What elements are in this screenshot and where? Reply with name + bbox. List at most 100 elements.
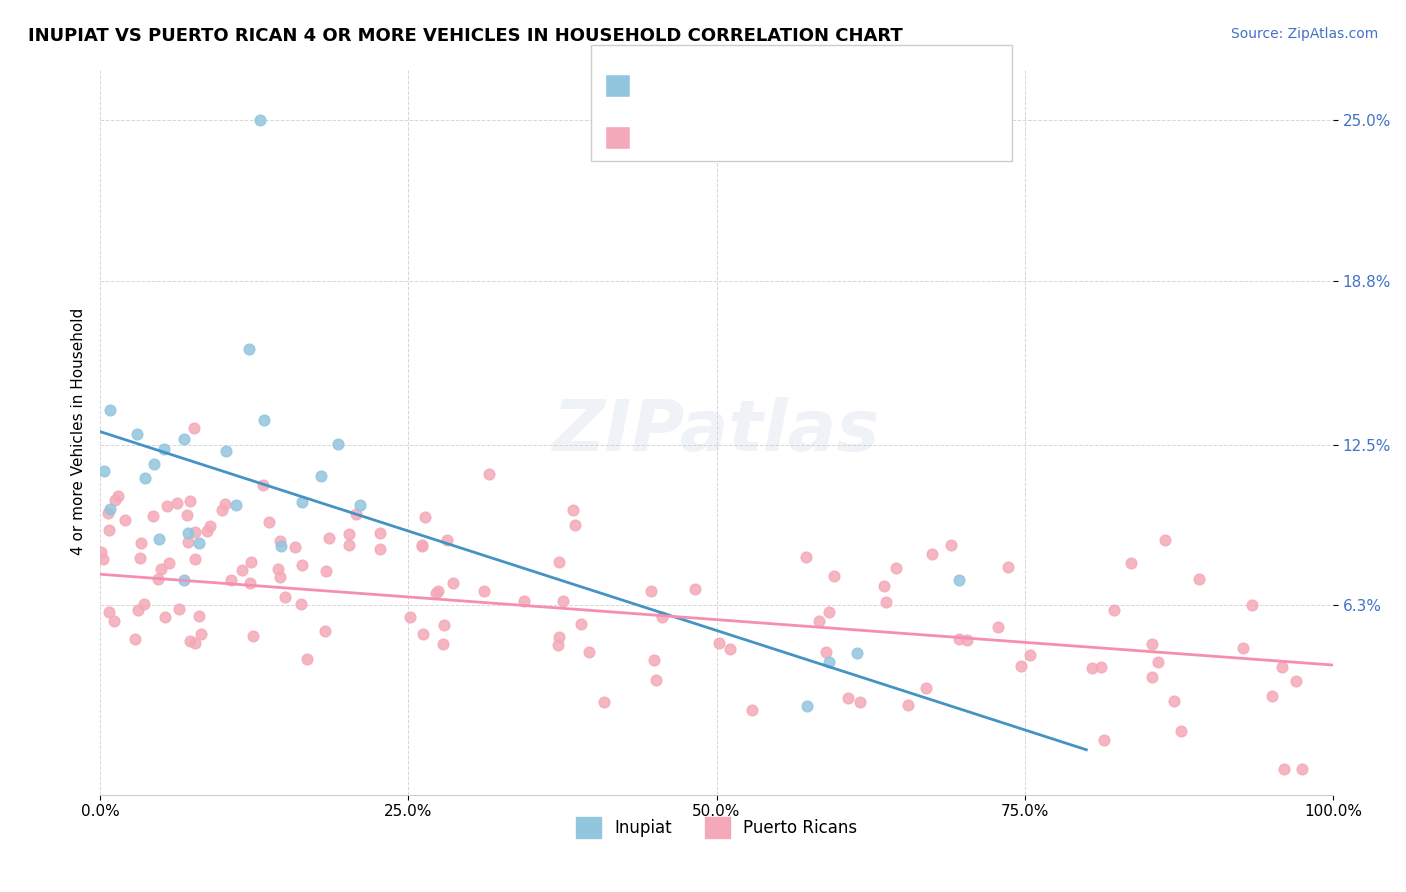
Point: [124, 632, 146, 647]
Point: [948, 573, 970, 587]
Point: [225, 498, 247, 512]
Point: [166, 496, 188, 510]
Point: [1140, 637, 1163, 651]
Point: [569, 617, 592, 632]
Point: [157, 556, 180, 570]
Point: [551, 594, 574, 608]
Point: [267, 562, 290, 576]
Point: [91, 552, 114, 566]
Point: [90, 545, 112, 559]
Point: [875, 595, 897, 609]
Point: [188, 535, 211, 549]
Point: [176, 508, 198, 522]
Point: [741, 702, 763, 716]
Point: [190, 627, 212, 641]
Point: [179, 633, 201, 648]
Point: [987, 620, 1010, 634]
Point: [142, 508, 165, 523]
Point: [97, 506, 120, 520]
Point: [183, 421, 205, 435]
Point: [1272, 762, 1295, 776]
Point: [93, 465, 115, 479]
Point: [98, 523, 121, 537]
Point: [188, 608, 211, 623]
Point: [846, 646, 869, 660]
Point: [941, 538, 963, 552]
Point: [239, 555, 262, 569]
Point: [129, 550, 152, 565]
Point: [1291, 762, 1313, 776]
Point: [127, 603, 149, 617]
Point: [1102, 603, 1125, 617]
Y-axis label: 4 or more Vehicles in Household: 4 or more Vehicles in Household: [72, 308, 86, 555]
Point: [1081, 660, 1104, 674]
Point: [107, 489, 129, 503]
Point: [153, 442, 176, 456]
Point: [239, 575, 262, 590]
Point: [274, 590, 297, 604]
Point: [593, 695, 616, 709]
Point: [184, 636, 207, 650]
Point: [1140, 670, 1163, 684]
Point: [295, 651, 318, 665]
Point: [231, 563, 253, 577]
Point: [873, 580, 896, 594]
Point: [914, 681, 936, 695]
Point: [238, 342, 260, 356]
Point: [1010, 658, 1032, 673]
Text: INUPIAT VS PUERTO RICAN 4 OR MORE VEHICLES IN HOUSEHOLD CORRELATION CHART: INUPIAT VS PUERTO RICAN 4 OR MORE VEHICL…: [28, 27, 903, 45]
Point: [184, 525, 207, 540]
Point: [368, 542, 391, 557]
Point: [512, 593, 534, 607]
Point: [547, 638, 569, 652]
Point: [179, 494, 201, 508]
Text: ZIPatlas: ZIPatlas: [553, 397, 880, 467]
Point: [814, 644, 837, 658]
Point: [249, 113, 271, 128]
Point: [478, 467, 501, 482]
Point: [148, 572, 170, 586]
Point: [114, 513, 136, 527]
Point: [564, 518, 586, 533]
Point: [269, 570, 291, 584]
Point: [270, 539, 292, 553]
Text: R = -0.639   N =  26: R = -0.639 N = 26: [641, 79, 841, 97]
Point: [718, 641, 741, 656]
Point: [547, 555, 569, 569]
Point: [1163, 694, 1185, 708]
Point: [643, 653, 665, 667]
Point: [291, 495, 314, 509]
Point: [427, 583, 450, 598]
Point: [897, 698, 920, 713]
Point: [884, 561, 907, 575]
Point: [142, 457, 165, 471]
Text: R = -0.270   N = 129: R = -0.270 N = 129: [641, 132, 841, 150]
Point: [173, 573, 195, 587]
Point: [211, 502, 233, 516]
Point: [948, 632, 970, 647]
Point: [441, 575, 464, 590]
Point: [1170, 723, 1192, 738]
Point: [685, 582, 707, 596]
Point: [269, 534, 291, 549]
Point: [1232, 641, 1254, 656]
Point: [368, 525, 391, 540]
Point: [796, 698, 818, 713]
Point: [412, 627, 434, 641]
Point: [103, 614, 125, 628]
Point: [156, 499, 179, 513]
Point: [309, 469, 332, 483]
Point: [1285, 674, 1308, 689]
Point: [921, 547, 943, 561]
Point: [148, 532, 170, 546]
Point: [177, 525, 200, 540]
Point: [177, 534, 200, 549]
Point: [259, 515, 281, 529]
Point: [314, 624, 336, 638]
Point: [411, 538, 433, 552]
Point: [337, 526, 360, 541]
Point: [98, 402, 121, 417]
Point: [344, 507, 367, 521]
Point: [134, 471, 156, 485]
Point: [337, 537, 360, 551]
